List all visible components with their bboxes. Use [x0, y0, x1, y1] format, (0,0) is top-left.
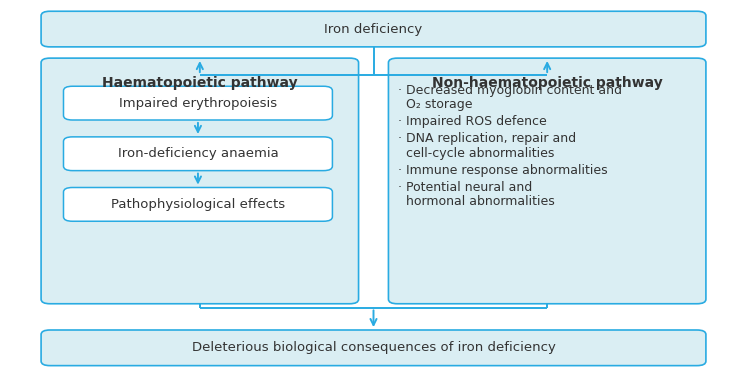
Text: hormonal abnormalities: hormonal abnormalities	[398, 195, 555, 208]
Text: Iron deficiency: Iron deficiency	[324, 22, 423, 36]
Text: O₂ storage: O₂ storage	[398, 98, 473, 111]
FancyBboxPatch shape	[63, 137, 332, 171]
Text: · DNA replication, repair and: · DNA replication, repair and	[398, 132, 576, 146]
FancyBboxPatch shape	[63, 86, 332, 120]
FancyBboxPatch shape	[41, 330, 706, 366]
Text: Non-haematopoietic pathway: Non-haematopoietic pathway	[432, 75, 663, 90]
Text: Impaired erythropoiesis: Impaired erythropoiesis	[119, 97, 277, 109]
Text: Iron-deficiency anaemia: Iron-deficiency anaemia	[117, 147, 279, 160]
FancyBboxPatch shape	[41, 11, 706, 47]
Text: · Immune response abnormalities: · Immune response abnormalities	[398, 164, 608, 177]
FancyBboxPatch shape	[63, 188, 332, 221]
Text: Deleterious biological consequences of iron deficiency: Deleterious biological consequences of i…	[191, 341, 556, 354]
Text: cell-cycle abnormalities: cell-cycle abnormalities	[398, 147, 554, 159]
FancyBboxPatch shape	[388, 58, 706, 304]
Text: · Potential neural and: · Potential neural and	[398, 181, 533, 194]
Text: Pathophysiological effects: Pathophysiological effects	[111, 198, 285, 211]
Text: · Decreased myoglobin content and: · Decreased myoglobin content and	[398, 84, 622, 98]
Text: · Impaired ROS defence: · Impaired ROS defence	[398, 116, 547, 129]
Text: Haematopoietic pathway: Haematopoietic pathway	[102, 75, 297, 90]
FancyBboxPatch shape	[41, 58, 359, 304]
